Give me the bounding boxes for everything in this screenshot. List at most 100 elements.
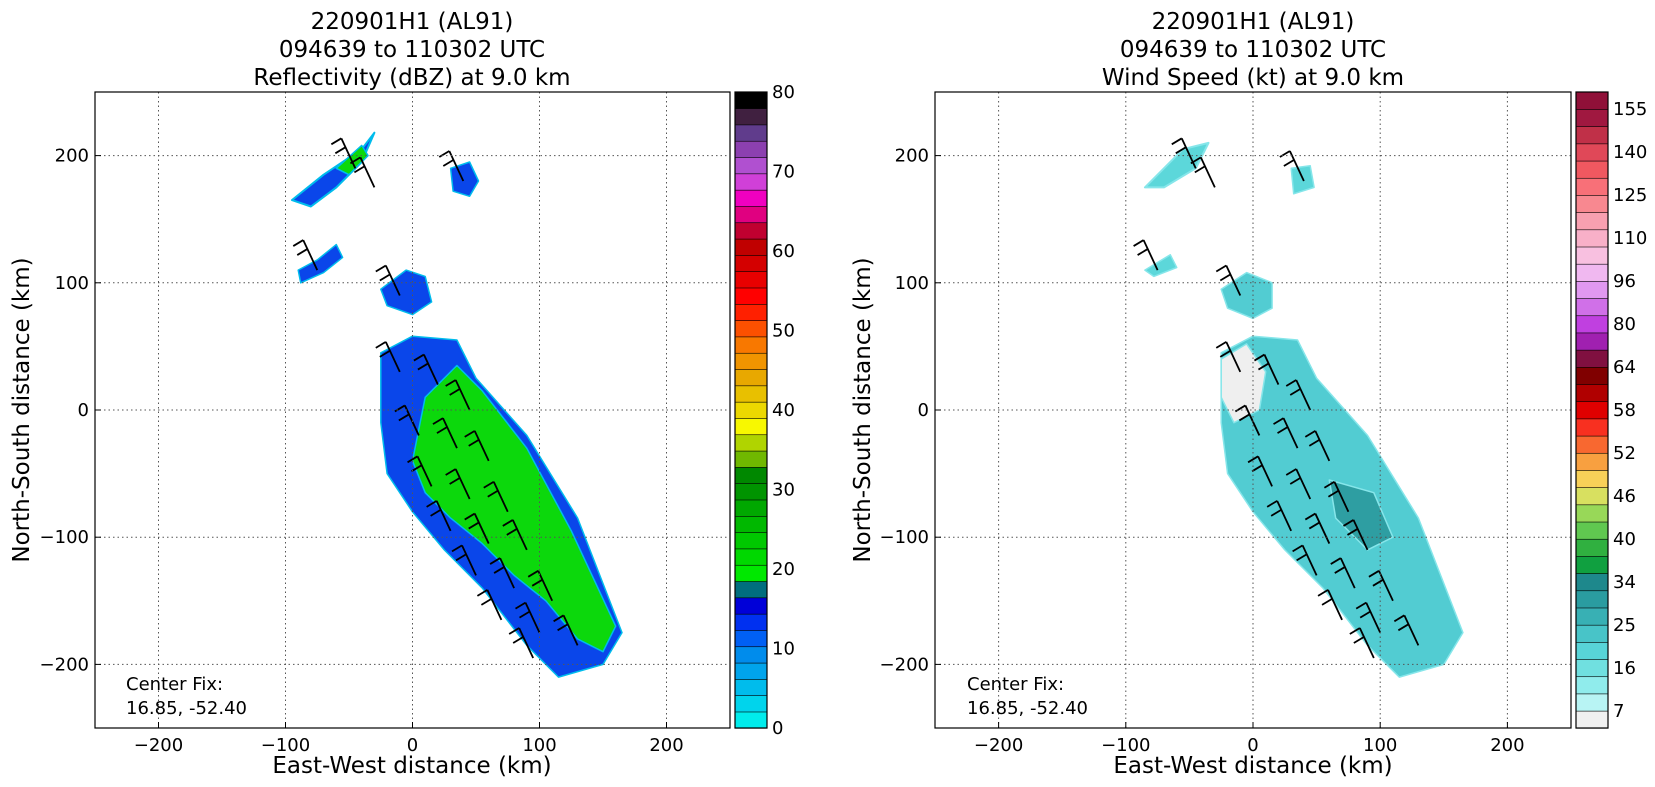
wind-speed-colorbar-cell <box>1575 160 1609 179</box>
wind-speed-colorbar-cell <box>1575 452 1609 471</box>
wind-speed-colorbar-tick-label: 155 <box>1613 99 1647 120</box>
reflectivity-wind-barb-16 <box>515 601 541 633</box>
wind-speed-wind-barb-19 <box>1171 137 1197 169</box>
reflectivity-x-tick-label: 0 <box>407 735 418 756</box>
reflectivity-wind-barb-22 <box>292 239 319 271</box>
reflectivity-wind-barb-8 <box>483 480 509 513</box>
reflectivity-colorbar-cell <box>734 108 768 126</box>
wind-speed-colorbar-cell <box>1575 143 1609 162</box>
wind-speed-x-ticks: −200 −100 0 100 200 <box>974 722 1525 756</box>
wind-speed-colorbar-cell <box>1575 521 1609 540</box>
wind-speed-y-axis-label: North-South distance (km) <box>850 257 876 562</box>
reflectivity-colorbar <box>734 91 768 729</box>
reflectivity-colorbar-cell <box>734 336 768 354</box>
wind-speed-colorbar-cell <box>1575 332 1609 351</box>
reflectivity-colorbar-cell <box>734 91 768 109</box>
wind-speed-wind-barb-13 <box>1330 557 1356 589</box>
wind-speed-colorbar-tick-label: 140 <box>1613 142 1647 163</box>
reflectivity-wind-barb-0 <box>375 341 401 373</box>
wind-speed-region-6 <box>1328 479 1394 551</box>
reflectivity-colorbar-cell <box>734 613 768 631</box>
reflectivity-title-line-1: 220901H1 (AL91) <box>311 9 514 35</box>
wind-speed-y-tick-label: 200 <box>895 146 929 167</box>
wind-speed-wind-barb-5 <box>1304 430 1331 462</box>
wind-speed-wind-barb-6 <box>1247 455 1273 487</box>
reflectivity-wind-barb-13 <box>489 557 515 589</box>
wind-speed-wind-barb-10 <box>1304 512 1331 544</box>
wind-speed-colorbar-cell <box>1575 349 1609 368</box>
reflectivity-colorbar-cell <box>734 499 768 517</box>
wind-speed-y-tick-label: 0 <box>918 400 929 421</box>
reflectivity-colorbar-cell <box>734 124 768 142</box>
wind-speed-y-tick-label: −100 <box>880 527 929 548</box>
reflectivity-wind-barb-18 <box>508 627 534 659</box>
wind-speed-colorbar-tick-label: 64 <box>1613 357 1636 378</box>
reflectivity-wind-barb-23 <box>375 264 401 296</box>
wind-speed-wind-barb-11 <box>1343 519 1369 551</box>
reflectivity-center-fix-label: Center Fix: <box>126 674 223 695</box>
wind-speed-colorbar-cell <box>1575 658 1609 678</box>
reflectivity-colorbar-cell <box>734 205 768 224</box>
reflectivity-colorbar-cell <box>734 662 768 680</box>
wind-speed-colorbar-tick-label: 7 <box>1613 701 1624 722</box>
wind-speed-center-fix-coords: 16.85, -52.40 <box>967 698 1088 719</box>
reflectivity-y-tick-label: 0 <box>78 400 89 421</box>
wind-speed-colorbar-tick-label: 52 <box>1613 443 1636 464</box>
reflectivity-colorbar-cell <box>734 320 768 338</box>
wind-speed-colorbar <box>1575 91 1609 729</box>
wind-speed-region-1 <box>1144 254 1178 278</box>
wind-speed-colorbar-cell <box>1575 693 1609 712</box>
wind-speed-colorbar-cell <box>1575 280 1609 299</box>
wind-speed-colorbar-ticks: 7 16 25 34 40 46 52 58 64 80 96 110 125 140 155 <box>1613 99 1647 722</box>
reflectivity-wind-barb-20 <box>349 156 376 188</box>
reflectivity-wind-barb-10 <box>464 512 490 544</box>
wind-speed-colorbar-cell <box>1575 177 1609 196</box>
reflectivity-colorbar-cell <box>734 368 768 387</box>
wind-speed-colorbar-cell <box>1575 487 1609 506</box>
wind-speed-x-tick-label: 200 <box>1490 735 1524 756</box>
reflectivity-wind-barb-17 <box>553 614 579 646</box>
wind-speed-colorbar-tick-label: 58 <box>1613 400 1636 421</box>
reflectivity-title-line-3: Reflectivity (dBZ) at 9.0 km <box>253 65 570 91</box>
reflectivity-colorbar-tick-label: 50 <box>772 321 795 342</box>
reflectivity-x-tick-label: −200 <box>134 735 183 756</box>
reflectivity-y-tick-label: 100 <box>55 273 89 294</box>
wind-speed-colorbar-cell <box>1575 641 1609 660</box>
reflectivity-colorbar-cell <box>734 548 768 566</box>
reflectivity-colorbar-cell <box>734 580 768 599</box>
reflectivity-colorbar-tick-label: 0 <box>772 718 783 739</box>
wind-speed-colorbar-cell <box>1575 366 1609 385</box>
wind-speed-wind-barb-4 <box>1273 417 1299 449</box>
reflectivity-y-tick-label: −100 <box>40 527 89 548</box>
wind-speed-wind-barb-23 <box>1215 264 1242 296</box>
wind-speed-colorbar-cell <box>1575 435 1609 454</box>
wind-speed-wind-barb-12 <box>1292 544 1318 576</box>
reflectivity-title-line-2: 094639 to 110302 UTC <box>279 37 545 63</box>
wind-speed-colorbar-cell <box>1575 469 1609 488</box>
reflectivity-colorbar-cell <box>734 140 768 158</box>
wind-speed-x-tick-label: −100 <box>1101 735 1150 756</box>
wind-speed-x-tick-label: −200 <box>974 735 1023 756</box>
wind-speed-x-tick-label: 0 <box>1247 735 1258 756</box>
wind-speed-colorbar-cell <box>1575 315 1609 334</box>
wind-speed-colorbar-tick-label: 110 <box>1613 228 1647 249</box>
wind-speed-colorbar-cell <box>1575 538 1609 557</box>
reflectivity-colorbar-cell <box>734 450 768 468</box>
reflectivity-x-tick-label: −100 <box>261 735 310 756</box>
reflectivity-colorbar-tick-label: 60 <box>772 241 795 262</box>
wind-speed-title-line-2: 094639 to 110302 UTC <box>1120 37 1386 63</box>
wind-speed-colorbar-tick-label: 96 <box>1613 271 1636 292</box>
wind-speed-title-line-3: Wind Speed (kt) at 9.0 km <box>1102 65 1404 91</box>
reflectivity-colorbar-cell <box>734 352 768 370</box>
reflectivity-colorbar-cell <box>734 222 768 240</box>
reflectivity-wind-barb-11 <box>502 519 528 551</box>
reflectivity-colorbar-cell <box>734 434 768 452</box>
reflectivity-colorbar-cell <box>734 483 768 501</box>
reflectivity-colorbar-cell <box>734 173 768 191</box>
wind-speed-panel: 220901H1 (AL91) 094639 to 110302 UTC Win… <box>850 9 1647 779</box>
wind-speed-wind-barb-1 <box>1253 353 1280 385</box>
reflectivity-wind-barb-5 <box>464 430 490 462</box>
wind-speed-y-ticks: −200 −100 0 100 200 <box>880 146 941 675</box>
reflectivity-region-0 <box>290 131 376 208</box>
